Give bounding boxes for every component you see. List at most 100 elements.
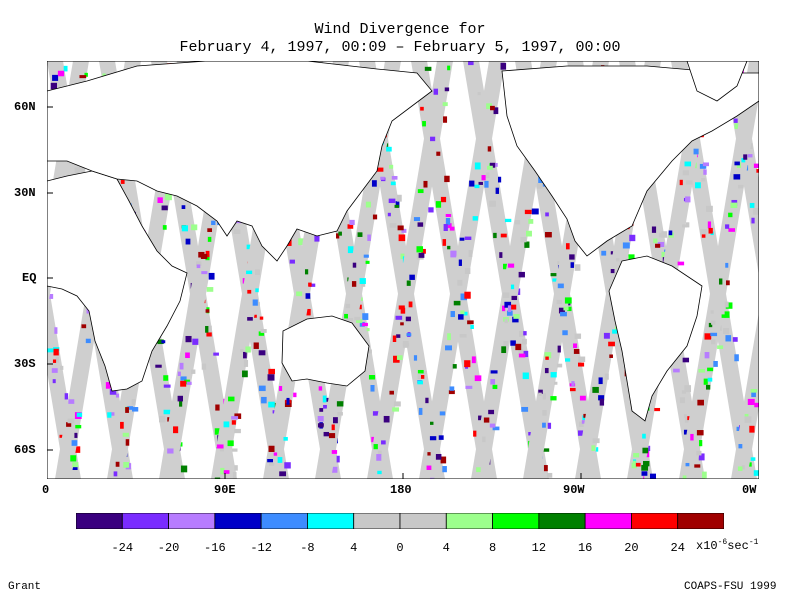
swath-speck [81,324,87,329]
swath-speck [252,299,258,306]
swath-speck [78,166,86,173]
swath-speck [426,465,432,470]
swath-speck [444,175,450,183]
swath-speck [233,229,241,234]
swath-speck [563,306,569,311]
swath-speck [245,346,251,353]
swath-speck [598,377,603,385]
greenland-land [686,61,748,102]
swath-speck [219,445,224,452]
swath-speck [704,352,710,359]
swath-speck [751,391,756,398]
swath-speck [231,448,238,452]
swath-speck [571,381,575,386]
swath-speck [185,335,192,343]
swath-speck [159,415,166,423]
swath-speck [214,428,220,435]
swath-speck [173,426,179,434]
swath-speck [447,223,452,229]
swath-speck [482,436,486,443]
swath-speck [53,348,59,356]
swath-speck [500,62,507,70]
swath-speck [459,237,465,241]
swath-speck [504,318,508,324]
color-swatch [307,513,355,529]
swath-speck [478,415,484,421]
swath-speck [208,272,215,280]
swath-speck [214,477,221,479]
swath-speck [336,401,344,407]
swath-speck [125,439,130,446]
color-scale-tick-label: -8 [300,541,315,555]
swath-band [419,61,505,479]
swath-speck [685,180,693,185]
swath-speck [538,176,543,183]
swath-speck [493,232,497,239]
swath-speck [206,287,214,292]
swath-speck [734,161,740,166]
swath-speck [643,460,650,467]
swath-speck [682,224,687,228]
swath-speck [458,314,464,320]
swath-speck [391,175,398,180]
swath-speck [163,384,171,388]
swath-speck [105,382,111,389]
swath-speck [642,447,649,454]
credit-label: COAPS-FSU 1999 [684,581,777,593]
swath-speck [728,212,733,218]
lon-label-90e: 90E [214,483,236,497]
color-swatch [445,513,493,529]
color-swatch [631,513,679,529]
lat-label-eq: EQ [22,271,37,285]
swath-speck [673,368,680,373]
swath-speck [398,234,406,242]
swath-speck [492,426,500,431]
swath-speck [368,375,376,380]
swath-speck [213,352,219,356]
swath-speck [354,316,361,321]
swath-speck [474,184,480,189]
swath-speck [554,381,558,385]
swath-speck [564,297,572,304]
swath-speck [682,170,689,176]
swath-speck [179,362,184,370]
swath-speck [255,288,259,293]
swath-speck [501,346,507,354]
swath-speck [223,421,230,428]
swath-speck [418,252,425,258]
swath-speck [258,385,266,392]
swath-speck [499,252,503,258]
swath-speck [733,118,738,123]
swath-speck [397,225,404,231]
swath-speck [484,180,489,188]
swath-speck [60,365,64,370]
swath-speck [732,337,738,342]
swath-speck [628,254,635,260]
swath-speck [416,246,424,253]
swath-speck [724,311,730,318]
swath-speck [220,467,225,475]
swath-speck [47,293,54,299]
swath-speck [396,355,403,360]
swath-speck [564,358,571,362]
swath-speck [392,407,400,412]
swath-speck [346,318,354,322]
swath-speck [425,397,429,404]
color-scale-tick-label: -16 [204,541,226,555]
swath-speck [383,415,390,423]
swath-speck [283,436,288,441]
swath-speck [594,447,599,452]
swath-speck [322,395,327,403]
swath-speck [231,420,236,425]
color-scale-tick-label: -24 [111,541,134,555]
swath-speck [754,402,759,408]
swath-speck [738,184,744,189]
swath-speck [685,462,690,467]
swath-speck [701,178,706,182]
swath-speck [717,345,724,349]
swath-speck [503,263,509,270]
swath-speck [601,250,607,256]
swath-speck [487,146,492,152]
swath-speck [331,450,338,454]
swath-speck [490,105,495,111]
